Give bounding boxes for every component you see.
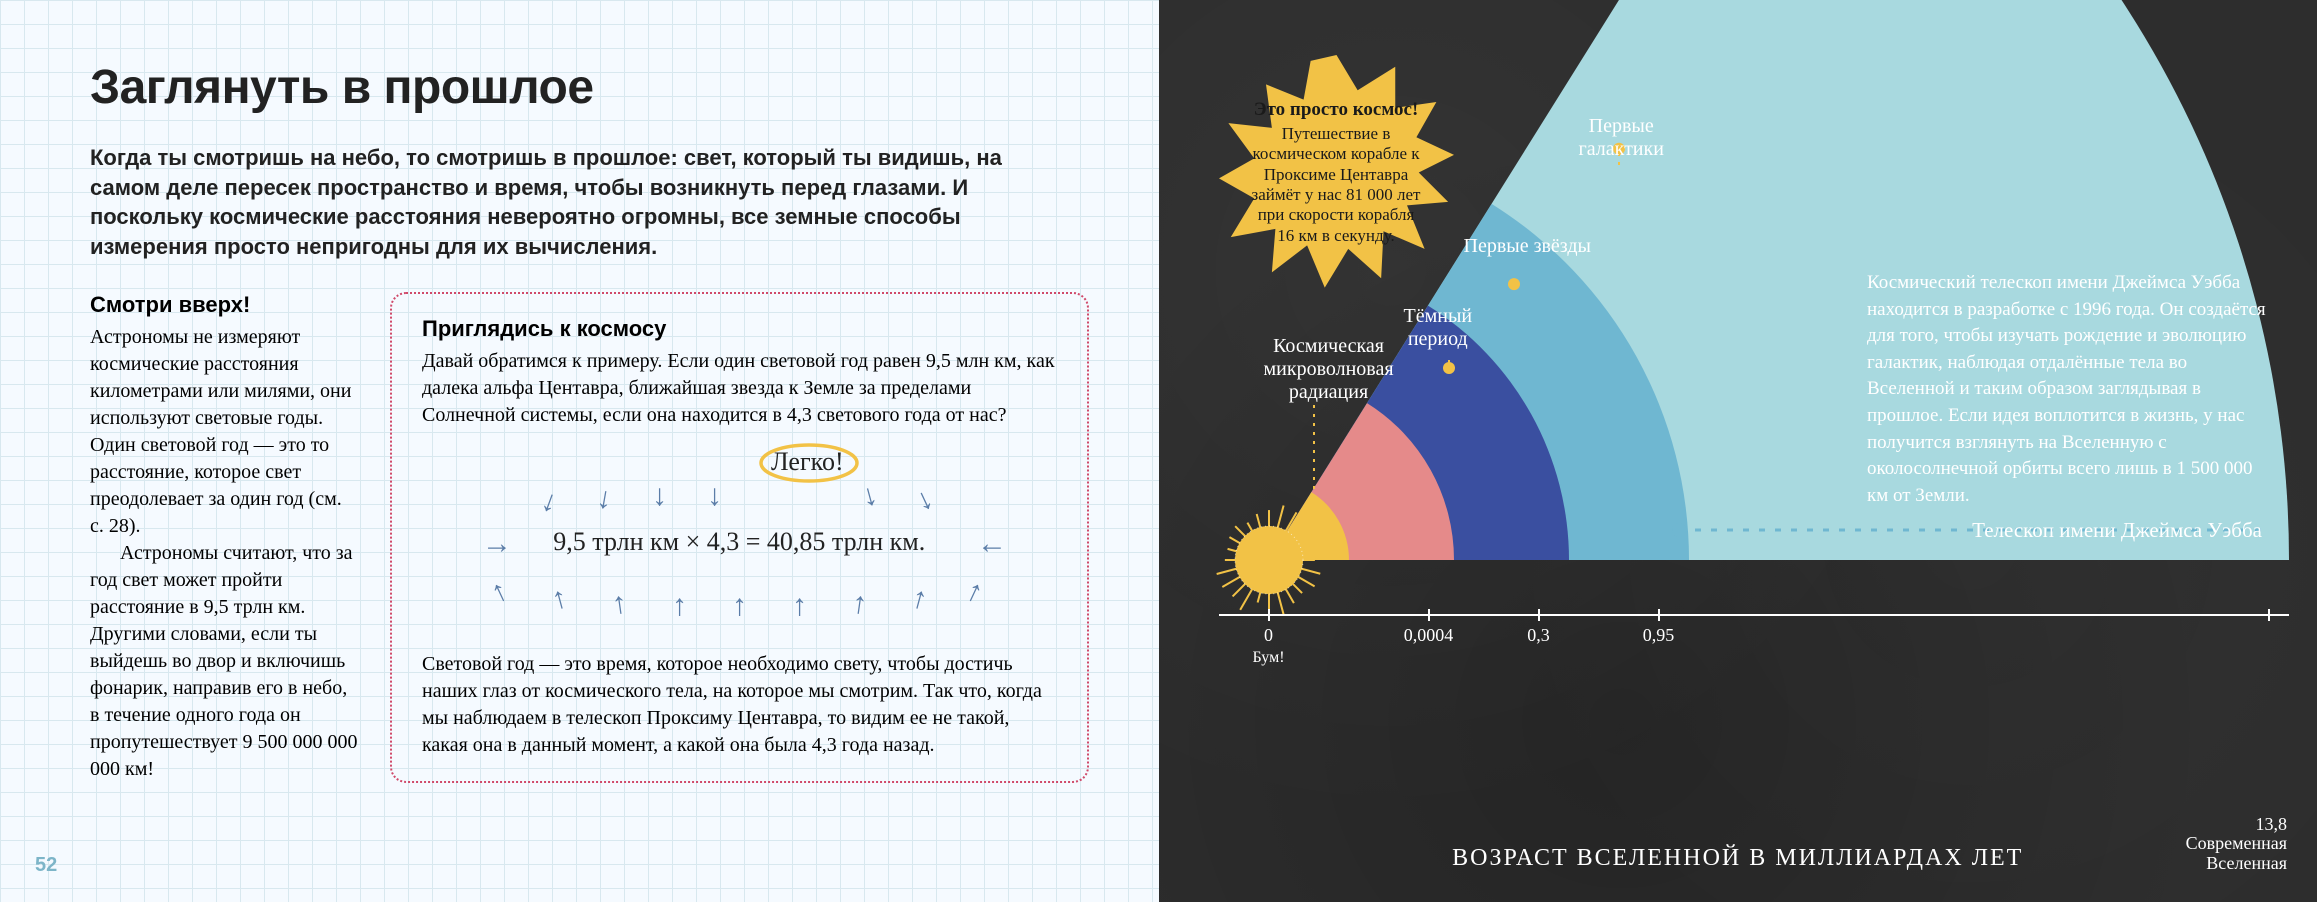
arrow-icon: ↓ [652, 479, 667, 513]
left-page: Заглянуть в прошлое Когда ты смотришь на… [0, 0, 1159, 902]
look-up-heading: Смотри вверх! [90, 292, 360, 318]
columns: Смотри вверх! Астрономы не измеряют косм… [90, 292, 1089, 783]
page-number: 52 [35, 854, 57, 877]
arrow-icon: ↑ [672, 589, 687, 623]
cosmos-box: Приглядись к космосу Давай обратимся к п… [390, 292, 1089, 783]
arrow-icon: ↑ [961, 573, 989, 610]
box-heading: Приглядись к космосу [422, 316, 1057, 342]
arrow-icon: ↑ [548, 580, 571, 617]
starburst-text: Это просто космос! Путешествие в космиче… [1219, 69, 1454, 276]
intro-paragraph: Когда ты смотришь на небо, то смотришь в… [90, 143, 1010, 262]
right-page: Это просто космос! Путешествие в космиче… [1159, 0, 2317, 902]
label-first-stars: Первые звёзды [1464, 235, 1591, 258]
jwst-label: Телескоп имени Джеймса Уэбба [1972, 518, 2262, 543]
arrow-icon: ↑ [486, 573, 514, 610]
easy-circle-icon [759, 441, 869, 489]
easy-label: Легко! [771, 447, 844, 477]
label-cmb: Космическаямикроволноваярадиация [1264, 335, 1394, 404]
arrow-icon: ↑ [732, 589, 747, 623]
arrow-icon: ↓ [537, 483, 563, 520]
look-up-column: Смотри вверх! Астрономы не измеряют косм… [90, 292, 360, 783]
arrow-icon: ↓ [911, 481, 939, 518]
arrow-icon: ↑ [850, 586, 870, 622]
look-up-p1: Астрономы не измеряют космические рассто… [90, 324, 360, 540]
arrow-icon: ↑ [610, 586, 630, 622]
jwst-description: Космический телескоп имени Джеймса Уэбба… [1867, 270, 2267, 509]
arrow-icon: ↓ [858, 477, 881, 514]
arrow-icon: → [482, 527, 512, 561]
look-up-p2: Астрономы считают, что за год свет может… [90, 540, 360, 783]
arrow-icon: ↑ [908, 580, 931, 617]
arrow-icon: ← [977, 527, 1007, 561]
arrow-icon: ↓ [594, 481, 615, 517]
label-dark-period: Тёмныйпериод [1404, 305, 1473, 351]
equation-text: 9,5 трлн км × 4,3 = 40,85 трлн км. [422, 527, 1057, 557]
page-title: Заглянуть в прошлое [90, 60, 1089, 115]
label-first-galaxies: Первыегалактики [1579, 115, 1664, 161]
box-p1: Давай обратимся к примеру. Если один све… [422, 348, 1057, 429]
arrow-diagram: Легко! 9,5 трлн км × 4,3 = 40,85 трлн км… [422, 447, 1057, 637]
box-p2: Световой год — это время, которое необхо… [422, 651, 1057, 759]
starburst-callout: Это просто космос! Путешествие в космиче… [1219, 55, 1454, 290]
arrow-icon: ↓ [707, 479, 722, 513]
arrow-icon: ↑ [792, 589, 807, 623]
